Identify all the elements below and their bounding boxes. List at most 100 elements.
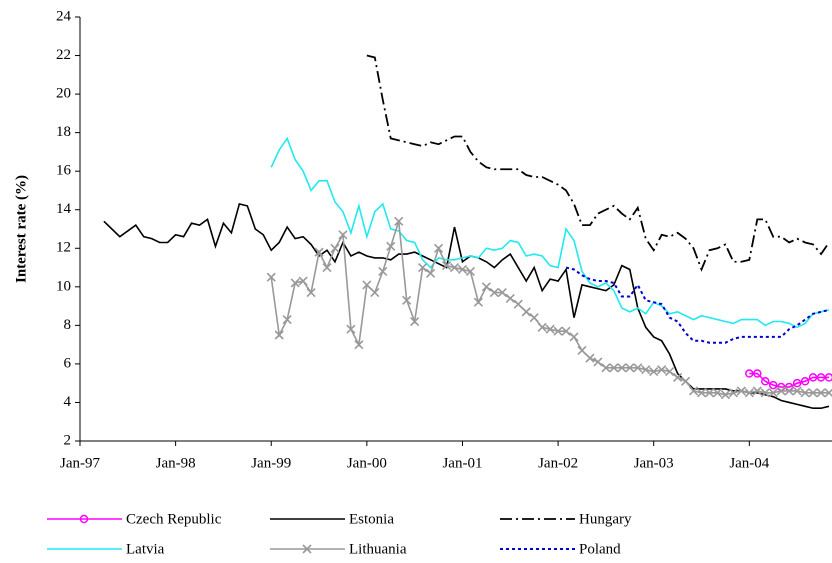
point-marker [386,241,396,251]
point-marker [712,388,723,398]
point-marker [314,247,324,257]
y-tick-label: 14 [56,201,72,217]
point-marker [761,377,770,386]
point-marker [816,373,826,382]
point-marker [354,340,364,350]
point-marker [79,514,89,524]
y-tick-label: 12 [56,240,71,256]
point-marker [457,264,468,275]
point-marker [792,386,802,396]
point-marker [784,386,794,396]
series-line [565,266,830,344]
point-marker [513,299,523,309]
point-marker [553,326,563,336]
series-line [366,54,830,272]
point-marker [696,388,707,398]
point-marker [792,378,802,388]
point-marker [704,388,715,398]
point-marker [657,365,667,375]
point-marker [585,353,595,363]
point-marker [808,373,818,382]
x-tick-label: Jan-01 [442,455,482,471]
point-marker [266,272,276,282]
point-marker [394,216,404,226]
x-tick-label: Jan-99 [251,455,291,471]
point-marker [545,324,555,334]
x-tick-label: Jan-98 [156,455,196,471]
point-marker [577,345,587,355]
point-marker [752,386,762,396]
point-marker [402,295,412,305]
point-marker [418,262,428,273]
point-marker [617,363,627,373]
point-marker [649,367,659,377]
point-marker [561,326,571,336]
point-marker [481,282,491,292]
point-marker [641,365,651,375]
y-tick-label: 22 [56,47,71,63]
point-marker [745,369,754,378]
y-tick-label: 10 [56,278,71,294]
point-marker [633,363,643,373]
point-marker [625,363,635,373]
legend-label: Poland [579,541,621,557]
point-marker [529,313,539,323]
point-marker [768,380,778,390]
point-marker [768,388,778,398]
point-marker [521,307,531,317]
point-marker [282,315,292,325]
point-marker [497,288,507,298]
y-tick-label: 16 [56,163,72,179]
y-tick-label: 2 [64,432,72,448]
point-marker [298,276,308,286]
point-marker [441,261,452,271]
point-marker [720,390,730,400]
point-marker [433,243,444,253]
x-tick-label: Jan-02 [538,455,578,471]
x-tick-label: Jan-04 [729,455,769,471]
point-marker [681,376,691,386]
point-marker [306,288,316,298]
point-marker [673,372,683,382]
series-line [270,136,830,329]
point-marker [290,278,300,288]
point-marker [665,367,675,377]
point-marker [800,388,810,398]
point-marker [736,386,746,396]
y-tick-label: 4 [64,394,72,410]
point-marker [728,388,738,398]
point-marker [569,332,579,342]
x-tick-label: Jan-03 [634,455,674,471]
point-marker [760,388,770,398]
point-marker [537,322,547,332]
point-marker [410,316,420,327]
x-tick-label: Jan-97 [60,455,100,471]
point-marker [688,386,699,396]
point-marker [609,363,619,373]
point-marker [302,544,312,554]
y-tick-label: 8 [64,317,72,333]
point-marker [362,280,372,290]
point-marker [330,243,340,253]
point-marker [338,230,348,240]
point-marker [274,330,284,340]
y-tick-label: 20 [56,86,71,102]
legend-label: Lithuania [349,541,407,557]
point-marker [449,262,460,273]
y-tick-label: 24 [56,8,72,24]
point-marker [465,266,476,276]
point-marker [370,288,380,298]
legend-label: Hungary [579,511,632,527]
point-marker [816,388,826,398]
point-marker [601,363,611,373]
point-marker [776,386,786,396]
point-marker [744,388,754,398]
x-tick-label: Jan-00 [347,455,387,471]
point-marker [489,288,499,298]
point-marker [346,324,356,334]
legend-label: Czech Republic [126,511,222,527]
point-marker [800,377,810,386]
point-marker [322,262,332,273]
legend-label: Latvia [126,541,165,557]
